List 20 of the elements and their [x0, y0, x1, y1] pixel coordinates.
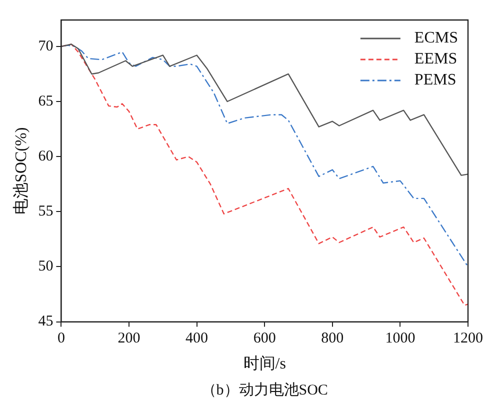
y-tick-label: 45	[38, 314, 54, 330]
legend-label: EEMS	[414, 50, 458, 68]
line-series	[61, 44, 468, 268]
x-tick-label: 600	[253, 330, 276, 347]
x-tick-label: 400	[186, 330, 208, 347]
x-tick-label: 0	[57, 330, 65, 347]
y-tick-label: 65	[38, 93, 54, 110]
x-tick-label: 200	[118, 330, 140, 347]
text: （b）动力电池SOC	[201, 381, 328, 398]
y-tick-label: 60	[38, 148, 54, 165]
y-tick-label: 50	[38, 258, 54, 275]
y-axis-title: 电池SOC(%)	[12, 127, 30, 214]
x-axis-title: 时间/s	[243, 354, 286, 373]
legend-label: ECMS	[414, 30, 458, 47]
legend-label: PEMS	[414, 72, 456, 89]
x-tick-label: 800	[321, 330, 344, 347]
y-tick-label: 70	[38, 38, 54, 54]
y-tick-label: 55	[38, 204, 54, 220]
x-tick-label: 1200	[453, 330, 483, 347]
x-tick-label: 1000	[385, 330, 416, 347]
